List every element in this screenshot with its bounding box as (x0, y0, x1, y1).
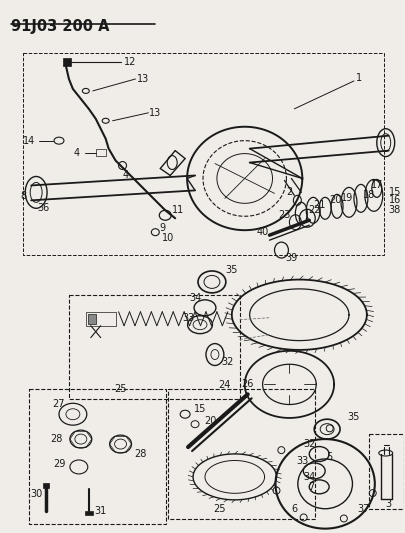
Text: 4: 4 (74, 148, 80, 158)
Text: 25: 25 (213, 504, 226, 514)
Text: 36: 36 (37, 203, 49, 213)
Text: 19: 19 (341, 193, 353, 204)
Text: 27: 27 (53, 399, 65, 409)
Text: 28: 28 (134, 449, 147, 459)
Text: 9: 9 (159, 223, 165, 233)
Bar (69, 295, 240, 399)
Text: 30: 30 (30, 489, 42, 499)
Bar (168, 389, 315, 519)
Bar (86, 312, 115, 326)
Text: 12: 12 (124, 57, 136, 67)
Bar (43, 483, 49, 488)
Text: 11: 11 (172, 205, 184, 215)
Text: 18: 18 (363, 190, 375, 200)
Text: 10: 10 (162, 233, 175, 243)
Text: 17: 17 (371, 181, 383, 190)
Text: 20: 20 (204, 416, 216, 426)
Text: 39: 39 (285, 253, 298, 263)
Text: 5: 5 (326, 452, 332, 462)
Text: 13: 13 (149, 108, 162, 118)
Text: 40: 40 (256, 227, 269, 237)
Text: 31: 31 (95, 506, 107, 516)
Text: 15: 15 (194, 404, 206, 414)
Text: 28: 28 (50, 434, 62, 444)
Bar (369, 434, 404, 508)
Text: 32: 32 (303, 439, 315, 449)
Text: 21: 21 (313, 200, 325, 211)
Text: 22: 22 (308, 205, 320, 215)
Text: 91J03 200 A: 91J03 200 A (11, 19, 110, 34)
Text: 26: 26 (241, 379, 254, 390)
Bar (85, 511, 93, 515)
Text: 37: 37 (358, 504, 370, 514)
Text: 16: 16 (388, 196, 401, 205)
Text: 38: 38 (388, 205, 401, 215)
Text: 24: 24 (219, 381, 231, 390)
Text: 15: 15 (388, 188, 401, 197)
Text: 32: 32 (222, 357, 234, 367)
Text: 1: 1 (356, 73, 362, 83)
Text: 33: 33 (296, 456, 309, 466)
Bar (88, 314, 96, 324)
Bar (96, 149, 106, 156)
Text: 23: 23 (278, 210, 291, 220)
Text: 35: 35 (348, 412, 360, 422)
Text: 13: 13 (137, 74, 149, 84)
Text: 20: 20 (329, 196, 341, 205)
Text: 14: 14 (23, 136, 35, 146)
Text: 7: 7 (308, 482, 314, 492)
Text: 2: 2 (286, 188, 292, 197)
Text: 4: 4 (122, 171, 129, 181)
Text: 25: 25 (114, 384, 127, 394)
Text: 29: 29 (53, 459, 65, 469)
Text: 6: 6 (291, 504, 297, 514)
Text: 34: 34 (189, 293, 201, 303)
Bar (63, 58, 71, 66)
Text: 34: 34 (303, 472, 315, 482)
Text: 3: 3 (386, 499, 392, 509)
Text: 33: 33 (182, 313, 194, 323)
Text: 8: 8 (20, 191, 26, 201)
Text: 35: 35 (226, 265, 238, 275)
Bar (29, 389, 166, 523)
